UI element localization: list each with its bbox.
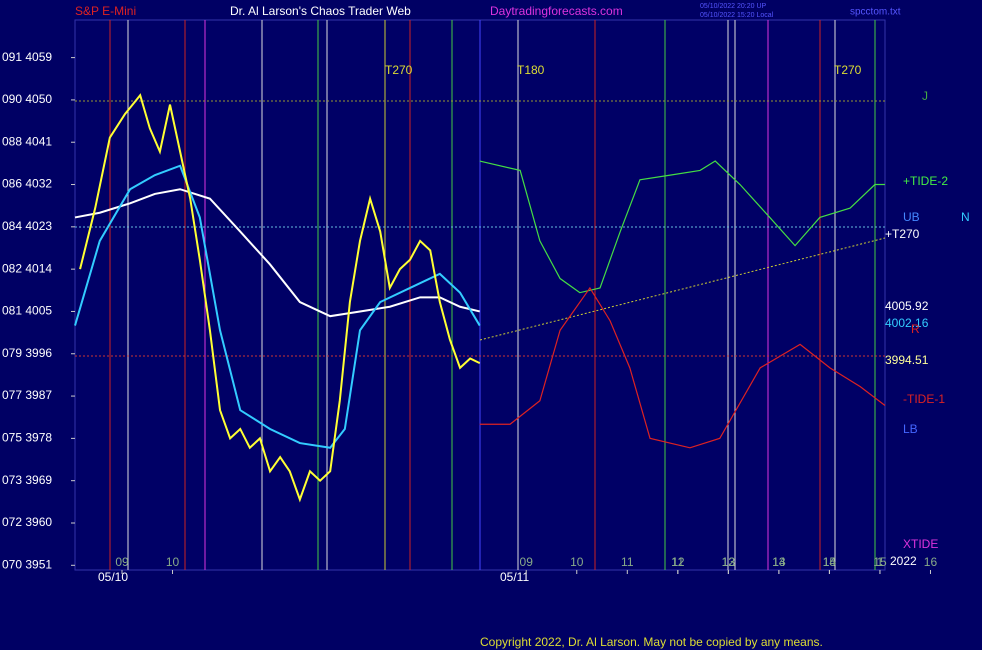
label: 4002.16	[885, 316, 929, 330]
y-tick-label: 090 4050	[2, 92, 52, 106]
label: 2022	[890, 554, 917, 568]
level-lines	[75, 100, 886, 357]
y-tick-label: 075 3978	[2, 431, 52, 445]
label: -TIDE-1	[903, 392, 945, 406]
header-title: Dr. Al Larson's Chaos Trader Web	[230, 4, 411, 18]
y-tick-label: 082 4014	[2, 261, 52, 275]
y-tick-label: 072 3960	[2, 515, 52, 529]
label: LB	[903, 422, 918, 436]
date-label: 05/11	[500, 570, 529, 584]
label: T270	[385, 63, 413, 77]
label: 4005.92	[885, 299, 929, 313]
x-tick-label: 09	[115, 555, 129, 569]
x-tick-label: 10	[166, 555, 180, 569]
y-tick-label: 073 3969	[2, 473, 52, 487]
label: +TIDE-2	[903, 174, 948, 188]
y-tick-label: 086 4032	[2, 177, 52, 191]
x-tick-label: 15	[823, 555, 837, 569]
date-label: 05/10	[98, 570, 128, 584]
x-tick-label: 11	[672, 555, 685, 569]
y-tick-label: 088 4041	[2, 134, 52, 148]
header-stamp: 05/10/2022 15:20 Local	[700, 12, 774, 19]
x-tick-label: 09	[520, 555, 534, 569]
y-tick-label: 091 4059	[2, 50, 52, 64]
x-tick-label: 13	[722, 555, 736, 569]
label: N	[961, 210, 970, 224]
cycle-lines	[109, 20, 876, 570]
x-tick-label: 10	[570, 555, 584, 569]
x-tick-label: 13	[772, 555, 786, 569]
label: XTIDE	[903, 537, 938, 551]
label: UB	[903, 210, 920, 224]
series-line	[79, 93, 481, 503]
y-tick-label: 070 3951	[2, 557, 52, 571]
x-tick-label: 12	[671, 555, 685, 569]
label: +T270	[885, 227, 920, 241]
series-line	[479, 286, 886, 449]
x-tick-label: 11	[621, 555, 634, 569]
y-tick-label: 081 4005	[2, 304, 52, 318]
x-tick-label: 14	[823, 555, 837, 569]
label: 3994.51	[885, 353, 929, 367]
header-left: S&P E-Mini	[75, 4, 136, 18]
header-stamp: 05/10/2022 20:20 UP	[700, 3, 766, 10]
y-tick-label: 084 4023	[2, 219, 52, 233]
label: R	[911, 322, 920, 336]
x-tick-label: 1	[877, 555, 884, 569]
x-tick-label: 14	[772, 555, 786, 569]
x-tick-label: 15	[873, 555, 887, 569]
header-file: spcctom.txt	[850, 7, 901, 18]
label: T270	[834, 63, 862, 77]
label: T180	[517, 63, 545, 77]
label: J	[922, 89, 928, 103]
header-site: Daytradingforecasts.com	[490, 4, 623, 18]
series-line	[74, 164, 481, 449]
y-tick-label: 079 3996	[2, 346, 52, 360]
copyright: Copyright 2022, Dr. Al Larson. May not b…	[480, 635, 823, 649]
series-line	[74, 188, 480, 318]
x-tick-label: 12	[722, 555, 736, 569]
y-tick-label: 077 3987	[2, 388, 52, 402]
series-line	[479, 160, 885, 294]
x-tick-label: 16	[924, 555, 938, 569]
